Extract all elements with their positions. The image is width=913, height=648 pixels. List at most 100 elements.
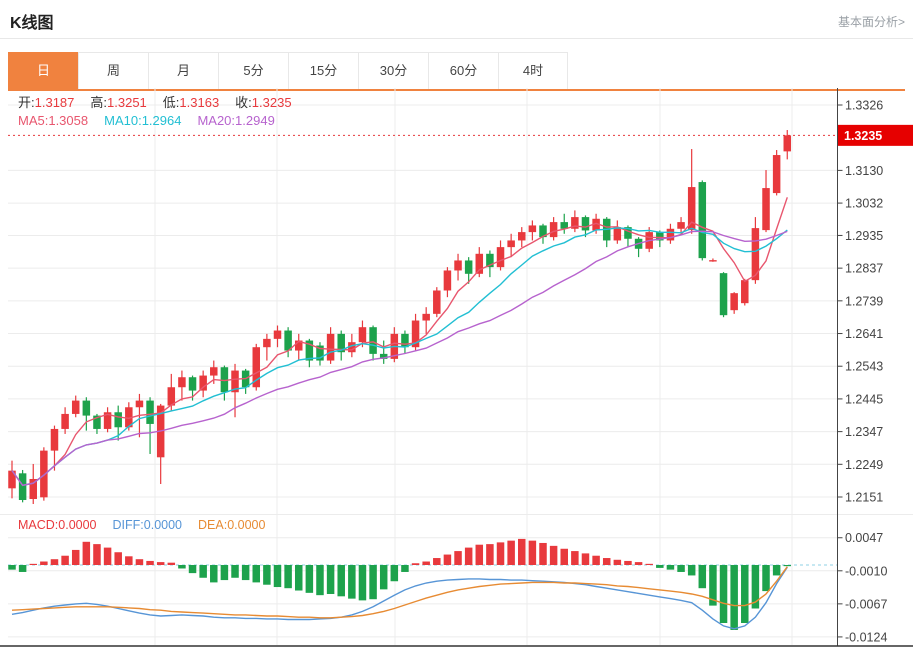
period-tab-5分[interactable]: 5分 xyxy=(218,52,288,89)
legend-value: 1.2949 xyxy=(235,113,275,128)
candle-body-up xyxy=(730,293,738,311)
period-tab-30分[interactable]: 30分 xyxy=(358,52,428,89)
ohlc-legend: 开:1.3187 高:1.3251 低:1.3163 收:1.3235 xyxy=(18,92,308,111)
macd-bar-positive xyxy=(167,562,176,565)
macd-bar-positive xyxy=(71,549,80,565)
current-price-badge-value: 1.3235 xyxy=(844,129,882,143)
candle-body-down xyxy=(624,227,632,239)
macd-bar-negative xyxy=(337,565,345,597)
ma-legend: MA5:1.3058 MA10:1.2964 MA20:1.2949 xyxy=(18,113,291,128)
macd-bar-negative xyxy=(687,565,696,576)
candle-body-down xyxy=(719,273,728,316)
macd-bar-negative xyxy=(719,565,728,623)
period-tab-周[interactable]: 周 xyxy=(78,52,148,89)
legend-value: 0.0000 xyxy=(227,518,266,532)
macd-bar-negative xyxy=(698,565,707,589)
candle-body-up xyxy=(348,342,356,353)
y-axis-tick-label: 1.3326 xyxy=(845,99,883,113)
candle-body-up xyxy=(178,377,186,388)
y-axis-tick-label: -0.0067 xyxy=(845,597,887,611)
macd-bar-negative xyxy=(390,565,399,582)
macd-bar-negative xyxy=(751,565,760,609)
macd-bar-positive xyxy=(40,561,48,565)
legend-label: MACD: xyxy=(18,518,59,532)
candlestick-chart[interactable]: 1.3326 1.3130 1.3032 1.2935 1.2837 1.2739 1.26… xyxy=(0,88,913,514)
macd-bar-positive xyxy=(422,561,430,565)
macd-bar-negative xyxy=(8,565,16,570)
candle-body-up xyxy=(29,478,37,500)
y-axis-tick-label: 1.3032 xyxy=(845,197,883,211)
period-tab-15分[interactable]: 15分 xyxy=(288,52,358,89)
candle-body-up xyxy=(475,253,484,274)
candle-body-up xyxy=(571,217,579,229)
candle-body-up xyxy=(358,327,367,343)
macd-bar-negative xyxy=(188,565,197,574)
period-tab-月[interactable]: 月 xyxy=(148,52,218,89)
candle-body-up xyxy=(772,155,781,194)
legend-label: DEA: xyxy=(198,518,228,532)
macd-bar-negative xyxy=(379,565,388,590)
macd-bar-negative xyxy=(241,565,250,581)
macd-bar-positive xyxy=(539,542,547,565)
macd-bar-negative xyxy=(709,565,717,606)
candle-body-down xyxy=(305,340,314,361)
candle-body-down xyxy=(18,473,27,501)
candle-body-down xyxy=(486,253,494,268)
macd-chart[interactable]: 0.0047 -0.0010 -0.0067 -0.0124 xyxy=(0,514,913,648)
legend-label: MA20: xyxy=(197,113,236,128)
candle-body-down xyxy=(93,415,101,429)
macd-bar-positive xyxy=(592,555,600,565)
macd-bar-negative xyxy=(231,565,239,578)
legend-item: DEA:0.0000 xyxy=(198,518,265,532)
macd-bar-negative xyxy=(305,565,314,593)
macd-bar-positive xyxy=(634,562,643,565)
candle-body-down xyxy=(146,400,154,424)
macd-bar-negative xyxy=(741,565,749,623)
legend-item: MA5:1.3058 xyxy=(18,113,88,128)
candle-body-up xyxy=(549,222,558,238)
fundamental-analysis-link[interactable]: 基本面分析> xyxy=(837,15,905,29)
candle-body-up xyxy=(263,338,271,348)
candle-body-up xyxy=(135,400,144,408)
candle-body-up xyxy=(741,280,749,304)
legend-label: 低: xyxy=(162,95,180,110)
candle-body-up xyxy=(666,228,675,241)
candle-body-up xyxy=(709,260,717,262)
grid-layer xyxy=(8,88,838,514)
ma10-line xyxy=(11,227,788,487)
candle-body-down xyxy=(337,333,345,353)
legend-item: 开:1.3187 xyxy=(18,95,74,110)
macd-bar-negative xyxy=(730,565,738,630)
macd-bar-negative xyxy=(210,565,218,583)
candles-layer xyxy=(8,130,792,505)
macd-bar-positive xyxy=(549,545,558,565)
period-tab-4时[interactable]: 4时 xyxy=(498,52,568,89)
macd-bar-positive xyxy=(61,555,69,565)
candle-body-down xyxy=(82,400,91,416)
legend-item: MA20:1.2949 xyxy=(197,113,274,128)
legend-value: 1.3058 xyxy=(48,113,89,128)
period-tab-日[interactable]: 日 xyxy=(8,52,78,89)
legend-item: DIFF:0.0000 xyxy=(113,518,182,532)
candle-body-up xyxy=(507,240,515,248)
macd-bar-negative xyxy=(220,565,229,581)
macd-bar-negative xyxy=(178,565,186,569)
candle-body-down xyxy=(379,353,388,359)
legend-item: MA10:1.2964 xyxy=(104,113,181,128)
period-tabbar: 日周月 5分 15分 30分 60分 4时 xyxy=(8,52,905,91)
y-axis-tick-label: 1.2445 xyxy=(845,392,883,406)
macd-bar-positive xyxy=(464,547,473,565)
legend-value: 0.0000 xyxy=(58,518,97,532)
candle-body-up xyxy=(687,187,696,231)
macd-bar-positive xyxy=(156,562,165,565)
period-tab-60分[interactable]: 60分 xyxy=(428,52,498,89)
legend-item: MACD:0.0000 xyxy=(18,518,97,532)
macd-bar-negative xyxy=(316,565,324,596)
candle-body-up xyxy=(326,333,335,361)
candle-body-down xyxy=(581,217,590,231)
macd-bar-positive xyxy=(624,560,632,565)
candle-body-down xyxy=(560,222,568,229)
candle-body-up xyxy=(294,340,303,351)
candle-body-down xyxy=(188,377,197,391)
